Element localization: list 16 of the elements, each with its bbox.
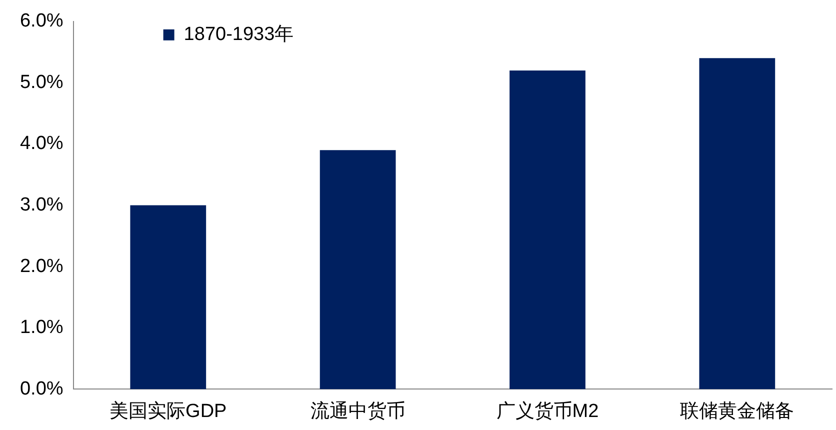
legend-label: 1870-1933年 xyxy=(184,24,294,46)
y-tick-label: 0.0% xyxy=(20,378,64,400)
y-tick-label: 2.0% xyxy=(20,256,64,277)
bar xyxy=(699,58,776,390)
bar xyxy=(510,70,586,390)
y-tick-label: 4.0% xyxy=(20,133,64,154)
bar xyxy=(130,205,206,390)
y-tick-label: 6.0% xyxy=(20,10,64,32)
x-tick-label: 广义货币M2 xyxy=(496,400,599,422)
x-tick-label: 美国实际GDP xyxy=(110,400,227,422)
y-tick-label: 5.0% xyxy=(20,72,64,93)
y-tick-label: 1.0% xyxy=(20,317,64,338)
bar xyxy=(320,150,396,390)
x-tick-label: 联储黄金储备 xyxy=(680,400,794,422)
x-tick-label: 流通中货币 xyxy=(310,400,406,422)
y-tick-label: 3.0% xyxy=(20,194,64,216)
